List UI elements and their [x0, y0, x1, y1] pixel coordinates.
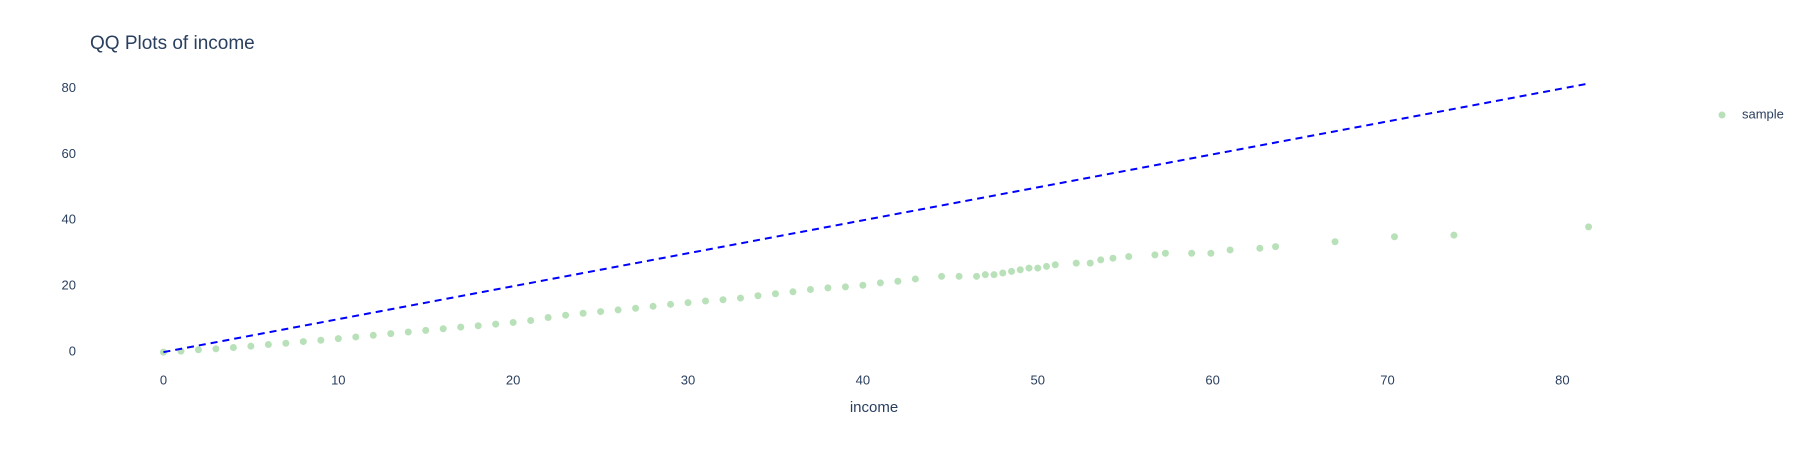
- x-tick-label: 10: [331, 372, 345, 387]
- sample-point: [771, 290, 779, 298]
- sample-point: [990, 271, 998, 279]
- sample-point: [1097, 256, 1105, 264]
- sample-point: [334, 335, 342, 343]
- sample-point: [1072, 259, 1080, 267]
- sample-point: [387, 330, 395, 338]
- sample-point: [474, 322, 482, 330]
- sample-point: [806, 286, 814, 293]
- x-tick-label: 70: [1380, 372, 1394, 387]
- sample-point: [938, 272, 946, 280]
- x-tick-label: 50: [1031, 372, 1045, 387]
- sample-point: [317, 336, 325, 344]
- sample-point: [1272, 243, 1280, 251]
- sample-point: [981, 271, 989, 279]
- sample-point: [1226, 246, 1234, 254]
- sample-point: [1450, 231, 1458, 239]
- sample-point: [562, 311, 570, 319]
- x-axis-title: income: [850, 399, 898, 416]
- sample-point: [439, 325, 447, 333]
- x-tick-label: 60: [1205, 372, 1219, 387]
- sample-point: [1331, 238, 1339, 246]
- sample-point: [369, 331, 377, 339]
- sample-point: [1025, 264, 1033, 272]
- sample-point: [352, 333, 360, 341]
- sample-point: [1086, 259, 1094, 267]
- sample-point: [859, 281, 867, 289]
- sample-point: [299, 338, 307, 346]
- y-tick-label: 0: [69, 344, 76, 359]
- sample-point: [194, 346, 202, 354]
- sample-point: [649, 302, 657, 310]
- y-tick-label: 20: [62, 278, 76, 293]
- y-tick-label: 40: [62, 212, 76, 227]
- y-tick-label: 60: [62, 146, 76, 161]
- sample-point: [667, 300, 675, 308]
- sample-point: [876, 279, 884, 287]
- sample-point: [736, 294, 744, 302]
- sample-point: [1109, 254, 1117, 262]
- sample-point: [247, 342, 255, 350]
- sample-point: [973, 272, 981, 280]
- sample-point: [1051, 261, 1059, 269]
- sample-point: [614, 306, 622, 314]
- sample-point: [1008, 267, 1016, 275]
- sample-point: [544, 314, 552, 322]
- sample-point: [422, 326, 430, 334]
- sample-point: [457, 323, 465, 331]
- sample-point: [1016, 266, 1024, 274]
- x-tick-label: 40: [856, 372, 870, 387]
- sample-point: [702, 297, 710, 305]
- sample-point: [719, 296, 727, 304]
- sample-point: [1585, 223, 1593, 231]
- x-tick-label: 80: [1555, 372, 1569, 387]
- sample-point: [509, 318, 517, 326]
- sample-point: [1207, 249, 1215, 257]
- sample-point: [579, 309, 587, 317]
- chart-title: QQ Plots of income: [90, 33, 255, 54]
- x-tick-label: 30: [681, 372, 695, 387]
- legend-marker: [1718, 111, 1726, 119]
- sample-point: [841, 283, 849, 291]
- sample-point: [1188, 249, 1196, 257]
- reference-line: [163, 82, 1589, 354]
- sample-point: [212, 345, 220, 353]
- sample-point: [1043, 262, 1051, 270]
- sample-point: [229, 344, 237, 351]
- sample-point: [492, 320, 500, 328]
- sample-point: [789, 288, 797, 296]
- sample-point: [527, 316, 535, 324]
- sample-point: [754, 292, 762, 300]
- sample-point: [955, 272, 963, 280]
- sample-point: [597, 308, 605, 316]
- sample-point: [824, 284, 832, 292]
- sample-point: [1125, 253, 1133, 261]
- sample-point: [999, 269, 1007, 277]
- sample-point: [684, 299, 692, 307]
- sample-point: [1034, 264, 1042, 272]
- sample-point: [894, 277, 902, 285]
- sample-point: [282, 339, 290, 347]
- legend-label: sample: [1742, 106, 1784, 121]
- sample-point: [264, 341, 272, 349]
- y-tick-label: 80: [62, 80, 76, 95]
- sample-point: [1161, 249, 1169, 257]
- sample-point: [1390, 233, 1398, 241]
- sample-point: [911, 275, 919, 283]
- sample-point: [404, 328, 412, 336]
- sample-point: [632, 304, 640, 312]
- x-tick-label: 20: [506, 372, 520, 387]
- sample-point: [1256, 244, 1264, 252]
- x-tick-label: 0: [160, 372, 167, 387]
- sample-point: [1151, 251, 1159, 259]
